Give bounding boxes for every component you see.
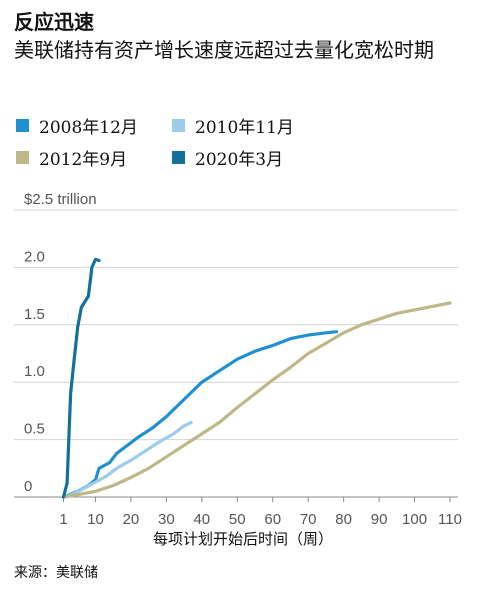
y-tick-label: 1.0 xyxy=(24,363,45,380)
x-axis-label: 每项计划开始后时间（周） xyxy=(152,530,333,548)
x-tick-label: 90 xyxy=(371,511,388,528)
legend-label: 2008年12月 xyxy=(39,118,138,138)
chart-title: 反应迅速 xyxy=(14,10,94,34)
x-tick-label: 100 xyxy=(402,511,427,528)
x-tick-label: 110 xyxy=(438,511,462,528)
legend-label: 2010年11月 xyxy=(195,118,294,138)
x-tick-label: 30 xyxy=(158,511,175,528)
legend-swatch xyxy=(172,151,185,164)
source-note: 来源：美联储 xyxy=(14,565,98,581)
x-tick-label: 80 xyxy=(335,511,352,528)
x-tick-label: 70 xyxy=(300,511,317,528)
x-tick-label: 50 xyxy=(229,511,246,528)
chart-subtitle: 美联储持有资产增长速度远超过去量化宽松时期 xyxy=(14,38,434,62)
legend-swatch xyxy=(16,151,29,164)
series-line xyxy=(61,257,101,499)
legend-swatch xyxy=(172,119,185,132)
legend-label: 2020年3月 xyxy=(195,150,284,170)
x-tick-label: 1 xyxy=(59,511,67,528)
y-tick-label: 1.5 xyxy=(24,306,45,323)
y-tick-label: 0 xyxy=(24,478,32,495)
y-tick-label: $2.5 trillion xyxy=(24,191,97,208)
series-line xyxy=(61,301,452,499)
legend-item: 2020年3月 xyxy=(172,145,283,170)
series-line xyxy=(61,330,339,499)
legend-label: 2012年9月 xyxy=(39,150,128,170)
x-tick-label: 10 xyxy=(87,511,104,528)
x-tick-label: 60 xyxy=(264,511,281,528)
y-tick-label: 0.5 xyxy=(24,421,45,438)
legend-item: 2008年12月 xyxy=(16,113,138,138)
y-tick-label: 2.0 xyxy=(24,248,45,265)
legend-swatch xyxy=(16,119,29,132)
x-tick-label: 20 xyxy=(123,511,140,528)
series-line xyxy=(61,420,193,499)
legend-item: 2010年11月 xyxy=(172,113,294,138)
legend-item: 2012年9月 xyxy=(16,145,127,170)
x-tick-label: 40 xyxy=(193,511,210,528)
